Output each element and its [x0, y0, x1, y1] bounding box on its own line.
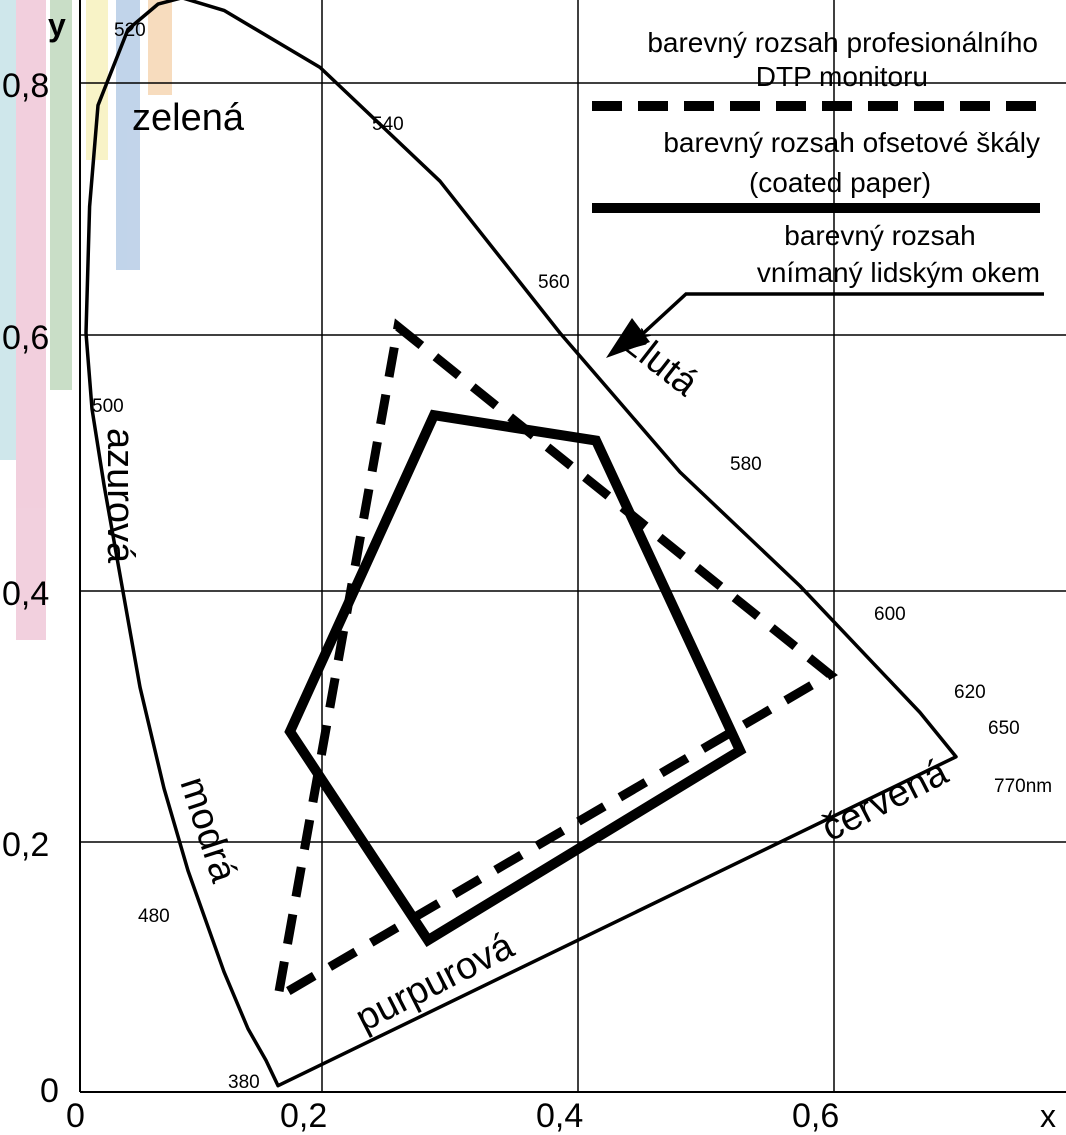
- legend-human-line1: barevný rozsah: [784, 220, 975, 251]
- legend-monitor-line2: DTP monitoru: [756, 61, 928, 92]
- offset-coated-gamut: [284, 409, 747, 947]
- wavelength-770: 770nm: [994, 776, 1052, 797]
- y-tick-0: 0: [40, 1072, 59, 1110]
- y-tick-0-6: 0,6: [2, 319, 49, 357]
- wavelength-380: 380: [228, 1072, 260, 1093]
- legend-arrowhead: [606, 318, 650, 358]
- y-tick-0-2: 0,2: [2, 826, 49, 864]
- legend: barevný rozsah profesionálního DTP monit…: [592, 27, 1044, 358]
- wavelength-620: 620: [954, 682, 986, 703]
- x-axis-label: x: [1040, 1098, 1056, 1134]
- y-tick-0-8: 0,8: [2, 67, 49, 105]
- x-tick-0-4: 0,4: [536, 1097, 583, 1135]
- y-tick-labels: 0,8 0,6 0,4 0,2 0: [2, 67, 59, 1110]
- wavelength-480: 480: [138, 906, 170, 927]
- wavelength-560: 560: [538, 272, 570, 293]
- x-tick-labels: 0 0,2 0,4 0,6: [66, 1097, 839, 1135]
- x-tick-0: 0: [66, 1097, 85, 1135]
- wavelength-labels: 520 540 560 580 600 620 650 770nm 500 48…: [92, 20, 1052, 1093]
- wavelength-500: 500: [92, 396, 124, 417]
- color-name-cyan: azurová: [99, 428, 141, 564]
- wavelength-520: 520: [114, 20, 146, 41]
- legend-offset-line1: barevný rozsah ofsetové škály: [663, 127, 1040, 158]
- color-name-red: červená: [815, 751, 955, 850]
- legend-monitor-line1: barevný rozsah profesionálního: [647, 27, 1038, 58]
- legend-offset-line2: (coated paper): [749, 167, 931, 198]
- wavelength-580: 580: [730, 454, 762, 475]
- legend-pointer-arrow: [634, 292, 1044, 342]
- color-strips-decoration: [0, 0, 172, 640]
- grid: [80, 0, 1066, 1092]
- x-tick-0-2: 0,2: [280, 1097, 327, 1135]
- wavelength-600: 600: [874, 604, 906, 625]
- x-tick-0-6: 0,6: [792, 1097, 839, 1135]
- wavelength-650: 650: [988, 718, 1020, 739]
- y-tick-0-4: 0,4: [2, 575, 49, 613]
- human-vision-gamut: [84, 0, 958, 1088]
- wavelength-540: 540: [372, 114, 404, 135]
- color-name-blue: modrá: [171, 772, 244, 888]
- axes: [79, 0, 1066, 1093]
- dtp-monitor-gamut: [271, 318, 838, 1006]
- legend-human-line2: vnímaný lidským okem: [757, 257, 1040, 288]
- y-axis-label: y: [48, 7, 66, 43]
- color-name-green: zelená: [132, 97, 245, 139]
